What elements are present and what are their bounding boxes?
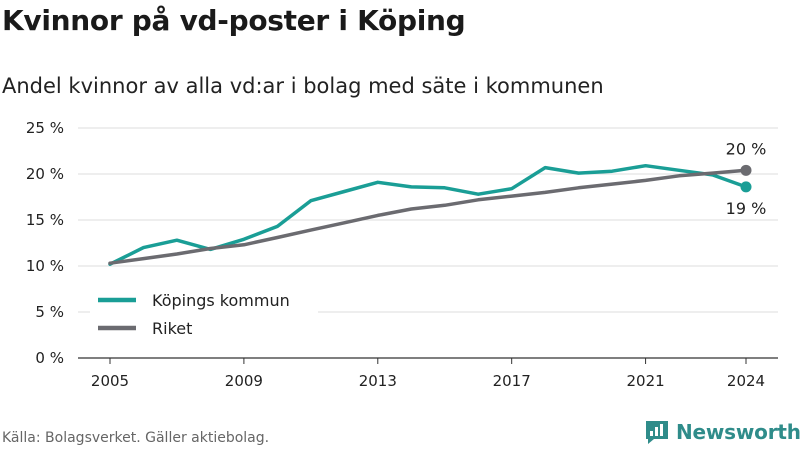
x-tick-label: 2024 bbox=[727, 372, 765, 390]
grid bbox=[78, 127, 778, 359]
x-axis: 2005 2009 2013 2017 2021 2024 bbox=[91, 358, 765, 390]
y-axis: 0 % 5 % 10 % 15 % 20 % 25 % bbox=[26, 119, 64, 367]
end-point-koping bbox=[740, 181, 752, 193]
legend: Köpings kommun Riket bbox=[90, 284, 318, 344]
brand-name: Newsworthy bbox=[676, 420, 800, 444]
y-tick-label: 5 % bbox=[35, 303, 64, 321]
y-tick-label: 20 % bbox=[26, 165, 64, 183]
x-tick-label: 2021 bbox=[626, 372, 664, 390]
x-tick-label: 2013 bbox=[359, 372, 397, 390]
x-tick-label: 2005 bbox=[91, 372, 129, 390]
y-tick-label: 15 % bbox=[26, 211, 64, 229]
legend-background bbox=[90, 284, 318, 344]
brand-logo[interactable]: Newsworthy bbox=[644, 419, 800, 445]
end-point-riket bbox=[740, 164, 752, 176]
y-tick-label: 0 % bbox=[35, 349, 64, 367]
end-label-koping: 19 % bbox=[726, 199, 767, 218]
newsworthy-logo-icon bbox=[646, 421, 668, 444]
y-tick-label: 10 % bbox=[26, 257, 64, 275]
line-chart: 2005 2009 2013 2017 2021 2024 0 % 5 % 10 % 15 % 2… bbox=[26, 119, 778, 390]
series-line-riket bbox=[108, 168, 748, 265]
x-tick-label: 2009 bbox=[225, 372, 263, 390]
legend-label: Köpings kommun bbox=[152, 291, 290, 310]
x-tick-label: 2017 bbox=[493, 372, 531, 390]
end-label-riket: 20 % bbox=[726, 139, 767, 158]
y-tick-label: 25 % bbox=[26, 119, 64, 137]
source-note: Källa: Bolagsverket. Gäller aktiebolag. bbox=[2, 430, 270, 446]
legend-label: Riket bbox=[152, 319, 192, 338]
chart-subtitle: Andel kvinnor av alla vd:ar i bolag med … bbox=[2, 74, 604, 98]
series: 19 % 20 % bbox=[108, 139, 767, 266]
chart-title: Kvinnor på vd-poster i Köping bbox=[2, 4, 466, 37]
